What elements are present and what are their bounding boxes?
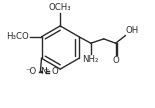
Text: NH₂: NH₂ (83, 55, 99, 64)
Text: OCH₃: OCH₃ (49, 3, 72, 12)
Text: N: N (40, 67, 47, 76)
Text: +: + (44, 67, 49, 73)
Text: H₃CO: H₃CO (7, 32, 29, 41)
Text: O: O (51, 67, 58, 76)
Text: OH: OH (126, 26, 139, 35)
Text: O: O (113, 56, 120, 65)
Text: ⁻O: ⁻O (25, 67, 36, 76)
